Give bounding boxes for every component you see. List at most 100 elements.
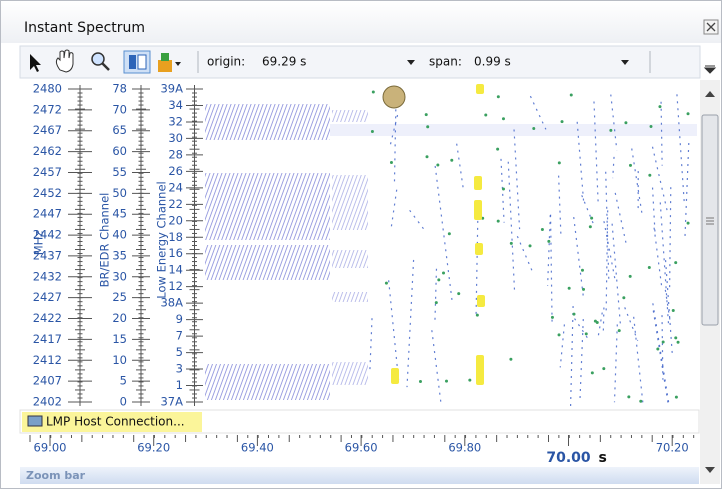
trace-dot: [509, 358, 512, 361]
trace-dot: [674, 261, 677, 264]
time-tick-label: 69.20: [137, 441, 170, 455]
trace-dot: [547, 240, 550, 243]
axis-tick-label: 20: [168, 213, 183, 227]
axis-tick-label: 0: [120, 395, 127, 409]
axis-tick-label: 2422: [33, 311, 62, 325]
trace-dot: [581, 269, 584, 272]
axis-tick-label: 16: [168, 246, 183, 260]
axis-tick-label: 1: [176, 378, 183, 392]
trace-dot: [658, 105, 661, 108]
time-tick-label: 69.80: [448, 441, 481, 455]
span-label: span:: [429, 55, 462, 69]
axis-tick-label: 65: [112, 123, 127, 137]
close-button[interactable]: [704, 20, 718, 34]
axis-tick-label: 7: [176, 329, 183, 343]
axis-tick-label: 2467: [33, 123, 62, 137]
trace-dot: [372, 90, 375, 93]
trace-dot: [582, 288, 585, 291]
view-toggle-icon: [129, 55, 136, 69]
trace-dot: [639, 400, 642, 403]
trace-dot: [436, 164, 439, 167]
zoom-bar[interactable]: [20, 467, 699, 484]
highlight: [477, 295, 485, 307]
axis-tick-label: 35: [112, 248, 127, 262]
trace-dot: [541, 228, 544, 231]
trace-dot: [425, 113, 428, 116]
axis-tick-label: 2472: [33, 102, 62, 116]
axis-tick-label: 25: [112, 290, 127, 304]
trace-dot: [484, 113, 487, 116]
trace-dot: [674, 336, 677, 339]
scroll-thumb[interactable]: [702, 115, 718, 325]
axis-tick-label: 18: [168, 230, 183, 244]
trace-dot: [687, 112, 690, 115]
axis-tick-label: 10: [112, 353, 127, 367]
trace-dot: [618, 329, 621, 332]
axis-tick-label: 2432: [33, 269, 62, 283]
time-tick-label: 70.20: [656, 441, 689, 455]
axis-tick-label: 37A: [160, 395, 183, 409]
cursor-time-label: 70.00: [546, 450, 591, 466]
axis-tick-label: 2480: [33, 82, 62, 96]
trace-dot: [561, 120, 564, 123]
hatch-band: [332, 110, 368, 122]
instant-spectrum-window: Instant Spectrum origin: 69.29 s span: 0…: [0, 0, 722, 489]
trace-dot: [609, 129, 612, 132]
trace-dot: [532, 127, 535, 130]
trace-dot: [442, 272, 445, 275]
trace-dot: [585, 332, 588, 335]
axis-tick-label: 2447: [33, 207, 62, 221]
hatch-band: [332, 362, 368, 385]
axis-tick-label: 39A: [160, 82, 183, 96]
trace-dot: [589, 225, 592, 228]
axis-tick-label: 38A: [160, 296, 183, 310]
trace-dot: [568, 287, 571, 290]
trace-dot: [662, 341, 665, 344]
span-value: 0.99 s: [474, 55, 511, 69]
highlight: [474, 176, 482, 190]
axis-tick-label: 2457: [33, 165, 62, 179]
axis-tick-label: 2402: [33, 395, 62, 409]
hatch-band: [332, 175, 368, 230]
axis-tick-label: 12: [168, 279, 183, 293]
axis-tick-label: 50: [112, 186, 127, 200]
marker: [383, 86, 405, 108]
trace-dot: [476, 314, 479, 317]
axis-tick-label: 45: [112, 207, 127, 221]
axis-tick-label: 15: [112, 332, 127, 346]
trace-dot: [551, 316, 554, 319]
trace-dot: [496, 148, 499, 151]
trace-dot: [435, 301, 438, 304]
hatch-band: [205, 245, 330, 280]
highlight: [476, 84, 484, 94]
axis-tick-label: 28: [168, 147, 183, 161]
trace-dot: [426, 155, 429, 158]
trace-dot: [675, 396, 678, 399]
axis-tick-label: 32: [168, 114, 183, 128]
axis-tick-label: 5: [120, 374, 127, 388]
trace-dot: [570, 94, 573, 97]
trace-dot: [502, 188, 505, 191]
trace-dot: [687, 222, 690, 225]
highlight: [475, 243, 483, 255]
trace-dot: [426, 125, 429, 128]
page: Instant Spectrum origin: 69.29 s span: 0…: [0, 0, 722, 489]
trace-dot: [602, 367, 605, 370]
axis-tick-label: 60: [112, 144, 127, 158]
trace-dot: [419, 380, 422, 383]
time-tick-label: 69.00: [34, 441, 67, 455]
trace-dot: [385, 282, 388, 285]
trace-dot: [437, 278, 440, 281]
axis-tick-label: 2462: [33, 144, 62, 158]
trace-dot: [622, 296, 625, 299]
trace-dot: [677, 341, 680, 344]
axis-tick-label: 30: [112, 269, 127, 283]
hatch-band: [332, 292, 368, 302]
highlight: [476, 355, 484, 385]
hatch-band: [332, 250, 368, 268]
trace-dot: [656, 347, 659, 350]
trace-dot: [371, 130, 374, 133]
axis-tick-label: 2407: [33, 374, 62, 388]
axis-tick-label: 26: [168, 164, 183, 178]
trace-dot: [450, 159, 453, 162]
